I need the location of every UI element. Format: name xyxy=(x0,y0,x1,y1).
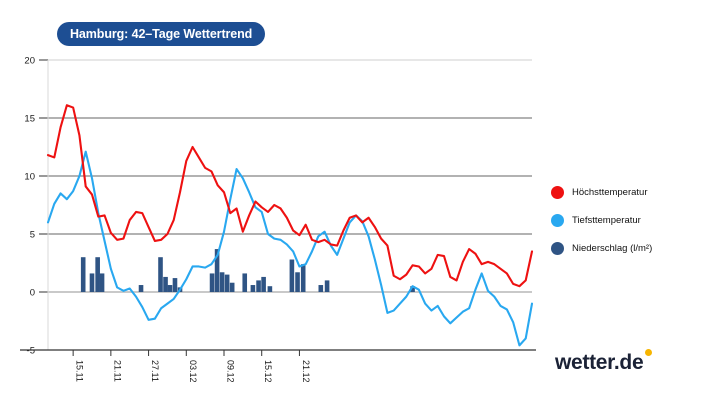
high-temperature-line xyxy=(46,104,534,288)
precipitation-bar xyxy=(410,286,415,292)
legend-item-low-temp: Tiefsttemperatur xyxy=(551,206,711,234)
precipitation-bar xyxy=(242,273,248,292)
xtick-label-27.11: 27.11 xyxy=(150,360,160,382)
xtick-label-21.12: 21.12 xyxy=(301,360,311,383)
precipitation-bar xyxy=(209,273,215,292)
xtick-label-21.11: 21.11 xyxy=(112,360,122,382)
precipitation-bar xyxy=(158,257,163,292)
low-temperature-line xyxy=(46,150,534,347)
precipitation-bar xyxy=(224,274,230,292)
precipitation-bar xyxy=(167,285,173,292)
wetter-de-logo: wetter.de xyxy=(555,349,653,374)
legend-label-high-temp: Höchsttemperatur xyxy=(572,186,648,198)
precipitation-bar xyxy=(138,285,144,292)
precipitation-bar xyxy=(99,273,105,292)
precipitation-bar xyxy=(250,285,256,292)
page-title: Hamburg: 42–Tage Wettertrend xyxy=(57,22,266,46)
chart-canvas: 20 15 10 5 0 -5 15.11 21.11 27.11 03.12 09.12 15.12… xyxy=(20,56,536,383)
legend-label-low-temp: Tiefsttemperatur xyxy=(572,214,641,226)
legend-item-precip: Niederschlag (l/m²) xyxy=(551,234,711,262)
xtick-label-03.12: 03.12 xyxy=(188,360,198,383)
precipitation-bar xyxy=(89,273,95,292)
ytick-label-10: 10 xyxy=(24,172,35,183)
precipitation-bar xyxy=(95,257,100,292)
legend-label-precip: Niederschlag (l/m²) xyxy=(572,242,653,254)
ytick-label-15: 15 xyxy=(24,114,35,125)
precipitation-bar xyxy=(219,272,225,292)
precipitation-bar xyxy=(324,280,330,292)
legend-swatch-precip xyxy=(551,241,564,255)
precipitation-bar xyxy=(80,257,86,292)
xtick-label-15.12: 15.12 xyxy=(263,360,273,383)
precipitation-bar xyxy=(163,276,168,292)
precipitation-bar xyxy=(256,280,261,292)
precipitation-bar xyxy=(300,264,306,292)
precipitation-bar xyxy=(295,272,300,292)
precipitation-bar xyxy=(267,286,273,292)
precipitation-bar xyxy=(261,276,266,292)
xtick-label-09.12: 09.12 xyxy=(226,360,236,383)
logo-wordmark: wetter.de xyxy=(555,351,644,374)
precipitation-bar xyxy=(318,285,324,292)
ytick-label-20: 20 xyxy=(24,56,35,67)
ytick-label-5: 5 xyxy=(30,230,35,241)
ytick-label--5: -5 xyxy=(27,346,35,357)
precipitation-bar xyxy=(214,249,220,292)
logo-dot-icon xyxy=(645,349,653,356)
precipitation-bar xyxy=(229,282,235,292)
chart-legend: Höchsttemperatur Tiefsttemperatur Nieder… xyxy=(551,178,711,262)
precipitation-bar xyxy=(289,259,295,292)
weather-chart: 20 15 10 5 0 -5 15.11 21.11 27.11 03.12 09.12 15.12… xyxy=(20,56,536,383)
legend-swatch-low-temp xyxy=(551,213,564,227)
legend-swatch-high-temp xyxy=(551,185,564,199)
ytick-label-0: 0 xyxy=(30,288,35,299)
legend-item-high-temp: Höchsttemperatur xyxy=(551,178,711,206)
xtick-label-15.11: 15.11 xyxy=(75,360,85,382)
precipitation-bar xyxy=(172,278,178,292)
